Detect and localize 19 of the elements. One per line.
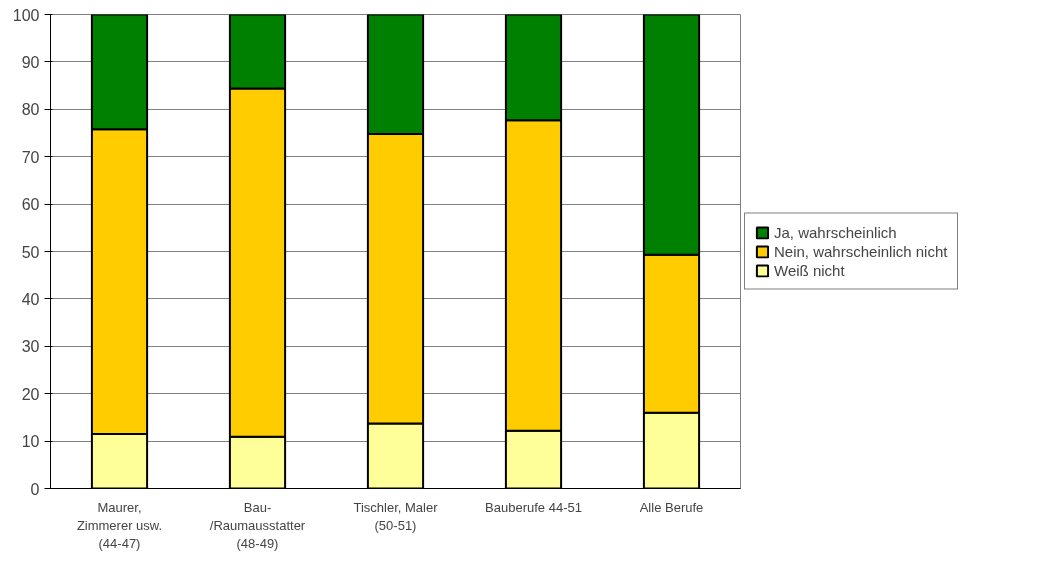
- y-tick-label: 80: [21, 101, 40, 119]
- y-tick-label: 10: [21, 433, 40, 451]
- y-tick-label: 30: [21, 338, 40, 356]
- x-tick-label: Alle Berufe: [639, 499, 704, 515]
- y-tick-label: 70: [21, 148, 40, 166]
- y-tick-label: 100: [12, 6, 40, 24]
- x-tick-label: Bauberufe 44-51: [485, 499, 582, 515]
- x-tick-label: Maurer, Zimmerer usw. (44-47): [76, 499, 163, 551]
- y-tick-label: 60: [21, 196, 40, 214]
- y-tick-label: 90: [21, 53, 40, 71]
- legend-label: Weiß nicht: [774, 261, 845, 279]
- x-tick-label: Tischler, Maler (50-51): [353, 499, 439, 533]
- legend-label: Ja, wahrscheinlich: [774, 223, 897, 241]
- y-tick-label: 20: [21, 385, 40, 403]
- y-tick-label: 40: [21, 290, 40, 308]
- legend-label: Nein, wahrscheinlich nicht: [774, 242, 948, 260]
- y-tick-label: 0: [30, 480, 40, 498]
- x-tick-label: Bau- /Raumausstatter (48-49): [209, 499, 306, 551]
- y-tick-label: 50: [21, 243, 40, 261]
